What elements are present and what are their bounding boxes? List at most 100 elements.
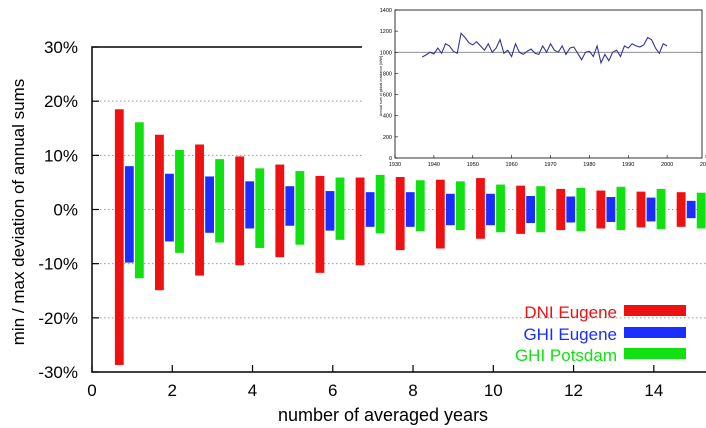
main-x-axis: 0 2 4 6 8 10 12 14 xyxy=(87,365,663,400)
inset-series-line xyxy=(421,32,668,65)
legend-label-dni-eugene: DNI Eugene xyxy=(524,303,617,322)
inset-y-axis: 0 200 400 600 800 1000 1200 1400 xyxy=(380,8,398,162)
bar-ghi-potsdam-1 xyxy=(134,122,144,279)
inset-y-axis-label: Annual sum of global irradiance [kWh] xyxy=(379,56,383,117)
bar-ghi-eugene-3 xyxy=(205,176,214,233)
bar-ghi-potsdam-13 xyxy=(616,186,626,231)
inset-y-tick-label: 200 xyxy=(383,135,392,141)
bar-ghi-eugene-14 xyxy=(646,197,656,222)
inset-line-series xyxy=(421,32,668,65)
inset-plot-frame xyxy=(394,9,703,159)
legend-item-ghi-potsdam: GHI Potsdam xyxy=(515,346,686,365)
y-tick-label: -20% xyxy=(38,309,78,328)
bar-ghi-potsdam-10 xyxy=(496,184,505,233)
y-tick-label: 0% xyxy=(53,201,78,220)
inset-x-tick-label: 2000 xyxy=(661,162,673,168)
bar-ghi-eugene-9 xyxy=(445,193,455,226)
bar-dni-eugene-5 xyxy=(275,164,285,258)
y-tick-label: -30% xyxy=(38,363,78,382)
inset-x-tick-label: 1930 xyxy=(389,162,401,168)
bar-dni-eugene-9 xyxy=(435,179,445,249)
bar-ghi-potsdam-14 xyxy=(656,188,666,229)
x-tick-label: 2 xyxy=(168,381,177,400)
x-tick-label: 12 xyxy=(564,381,583,400)
y-tick-label: -10% xyxy=(38,255,78,274)
inset-y-tick-label: 800 xyxy=(383,71,392,77)
inset-background xyxy=(362,2,706,170)
bar-dni-eugene-12 xyxy=(556,188,566,231)
x-tick-label: 0 xyxy=(87,381,96,400)
bar-dni-eugene-13 xyxy=(596,190,606,229)
x-tick-label: 6 xyxy=(328,381,337,400)
bar-ghi-eugene-7 xyxy=(365,192,375,227)
y-tick-label: 20% xyxy=(44,92,78,111)
inset-x-tick-label: 2010 xyxy=(700,162,706,168)
inset-y-tick-label: 0 xyxy=(389,156,392,162)
bar-dni-eugene-11 xyxy=(516,185,526,234)
bar-ghi-potsdam-15 xyxy=(696,192,706,229)
bar-ghi-eugene-12 xyxy=(566,196,576,223)
inset-x-axis: 1930 1940 1950 1960 1970 1980 1990 2000 2010 xyxy=(389,155,706,168)
legend-label-ghi-potsdam: GHI Potsdam xyxy=(515,346,617,365)
bar-ghi-eugene-5 xyxy=(285,186,295,226)
x-tick-label: 4 xyxy=(248,381,257,400)
bar-ghi-potsdam-7 xyxy=(375,174,385,234)
bar-dni-eugene-3 xyxy=(195,144,204,276)
legend: DNI Eugene GHI Eugene GHI Potsdam xyxy=(515,303,686,365)
bar-ghi-potsdam-5 xyxy=(295,171,305,245)
bar-ghi-eugene-8 xyxy=(405,192,415,227)
bar-ghi-eugene-13 xyxy=(606,197,616,222)
inset-y-tick-label: 1200 xyxy=(380,29,392,35)
inset-x-tick-label: 1940 xyxy=(428,162,440,168)
bar-ghi-eugene-10 xyxy=(486,193,495,226)
inset-y-tick-label: 1000 xyxy=(380,50,392,56)
legend-item-dni-eugene: DNI Eugene xyxy=(524,303,686,322)
bar-ghi-potsdam-9 xyxy=(455,181,465,231)
inset-y-tick-label: 400 xyxy=(383,114,392,120)
legend-label-ghi-eugene: GHI Eugene xyxy=(523,325,617,344)
inset-x-tick-label: 1950 xyxy=(467,162,479,168)
inset-x-tick-label: 1970 xyxy=(544,162,556,168)
bar-dni-eugene-15 xyxy=(676,192,686,227)
bar-dni-eugene-2 xyxy=(155,134,164,291)
inset-x-tick-label: 1980 xyxy=(583,162,595,168)
x-tick-label: 14 xyxy=(644,381,663,400)
legend-item-ghi-eugene: GHI Eugene xyxy=(523,325,686,344)
bar-dni-eugene-6 xyxy=(315,175,325,273)
bar-ghi-potsdam-6 xyxy=(335,177,345,240)
bar-dni-eugene-8 xyxy=(395,177,405,251)
bar-ghi-eugene-1 xyxy=(124,166,134,263)
bar-ghi-eugene-4 xyxy=(245,181,255,229)
x-tick-label: 10 xyxy=(484,381,503,400)
inset-x-tick-label: 1960 xyxy=(506,162,518,168)
inset-y-tick-label: 600 xyxy=(383,93,392,99)
bar-ghi-potsdam-11 xyxy=(536,186,546,233)
main-bars xyxy=(114,109,706,365)
inset-x-tick-label: 1990 xyxy=(622,162,634,168)
bar-dni-eugene-14 xyxy=(636,191,646,228)
bar-ghi-potsdam-12 xyxy=(576,187,586,232)
bar-ghi-potsdam-3 xyxy=(215,159,225,243)
bar-ghi-eugene-11 xyxy=(526,195,536,224)
y-axis-label: min / max deviation of annual sums xyxy=(9,79,28,345)
inset-y-tick-label: 1400 xyxy=(380,8,392,14)
x-tick-label: 8 xyxy=(408,381,417,400)
legend-swatch-ghi-eugene xyxy=(624,327,686,338)
y-tick-label: 10% xyxy=(44,146,78,165)
bar-dni-eugene-4 xyxy=(235,156,245,266)
bar-ghi-potsdam-4 xyxy=(255,168,265,248)
legend-swatch-dni-eugene xyxy=(624,305,686,316)
bar-dni-eugene-10 xyxy=(476,178,485,239)
bar-ghi-eugene-2 xyxy=(165,173,174,242)
bar-ghi-eugene-15 xyxy=(686,200,696,219)
main-chart: -30% -20% -10% 0% 10% 20% 30% 0 2 4 6 8 10 12 14 numb… xyxy=(9,38,706,425)
bar-ghi-eugene-6 xyxy=(325,191,335,231)
y-tick-label: 30% xyxy=(44,38,78,57)
x-axis-label: number of averaged years xyxy=(278,405,488,425)
bar-ghi-potsdam-2 xyxy=(175,149,184,253)
bar-ghi-potsdam-8 xyxy=(415,180,425,232)
main-y-axis: -30% -20% -10% 0% 10% 20% 30% xyxy=(38,38,99,382)
bar-dni-eugene-1 xyxy=(114,109,124,365)
